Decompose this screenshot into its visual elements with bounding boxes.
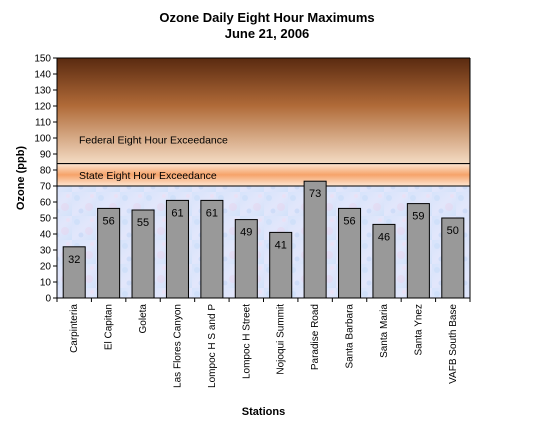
x-tick-label: Carpinteria	[69, 304, 80, 353]
x-tick-label: Lompoc H Street	[241, 304, 252, 379]
y-tick-label: 130	[34, 86, 51, 97]
chart-title: Ozone Daily Eight Hour Maximums	[159, 10, 375, 25]
data-label: 32	[68, 254, 80, 266]
x-tick-label: Santa Ynez	[413, 304, 424, 356]
data-label: 59	[412, 211, 424, 223]
y-tick-label: 30	[40, 246, 52, 257]
data-label: 55	[137, 217, 149, 229]
data-label: 50	[447, 225, 459, 237]
exceedance-zone	[57, 163, 470, 186]
y-tick-label: 90	[40, 150, 52, 161]
x-tick-label: El Capitan	[104, 304, 115, 350]
x-tick-label: Lompoc H S and P	[207, 304, 218, 388]
y-tick-label: 80	[40, 166, 52, 177]
x-tick-label: Las Flores Canyon	[172, 304, 183, 388]
x-tick-label: Santa Barbara	[345, 304, 356, 369]
x-tick-label: Nojoqui Summit	[276, 304, 287, 375]
x-tick-label: Goleta	[138, 304, 149, 334]
x-tick-label: Santa Maria	[379, 304, 390, 358]
y-tick-label: 120	[34, 102, 51, 113]
exceedance-zone	[57, 58, 470, 164]
plot-background	[57, 186, 470, 298]
y-tick-label: 70	[40, 182, 52, 193]
zone-label: State Eight Hour Exceedance	[79, 170, 217, 182]
y-tick-label: 40	[40, 230, 52, 241]
y-tick-label: 0	[45, 294, 51, 305]
y-tick-label: 100	[34, 134, 51, 145]
y-tick-label: 140	[34, 70, 51, 81]
zone-label: Federal Eight Hour Exceedance	[79, 135, 228, 147]
x-axis-title: Stations	[242, 406, 285, 418]
data-label: 61	[171, 207, 183, 219]
y-tick-label: 20	[40, 262, 52, 273]
data-label: 56	[343, 215, 355, 227]
data-label: 73	[309, 188, 321, 200]
x-tick-label: VAFB South Base	[448, 304, 459, 384]
y-axis-title: Ozone (ppb)	[15, 146, 27, 210]
x-tick-label: Paradise Road	[310, 304, 321, 370]
y-tick-label: 110	[35, 118, 51, 129]
data-label: 56	[103, 215, 115, 227]
y-tick-label: 60	[40, 198, 52, 209]
data-label: 46	[378, 231, 390, 243]
data-label: 61	[206, 207, 218, 219]
y-tick-label: 150	[34, 54, 51, 65]
data-label: 49	[240, 227, 252, 239]
y-tick-label: 10	[40, 278, 52, 289]
y-tick-label: 50	[40, 214, 52, 225]
data-label: 41	[275, 239, 287, 251]
chart-subtitle: June 21, 2006	[224, 26, 310, 41]
